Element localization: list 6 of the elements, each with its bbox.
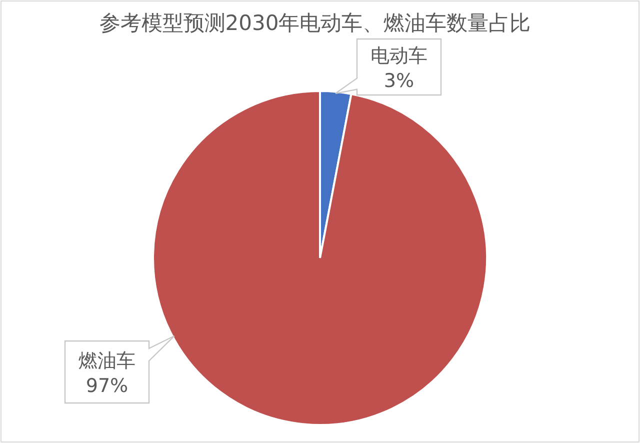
slice-label: 电动车 [370, 45, 428, 67]
chart-title: 参考模型预测2030年电动车、燃油车数量占比 [99, 11, 531, 35]
data-label: 97% [86, 375, 128, 397]
data-label: 3% [384, 70, 414, 92]
pie-slice [152, 90, 488, 426]
slice-label: 燃油车 [78, 350, 136, 372]
